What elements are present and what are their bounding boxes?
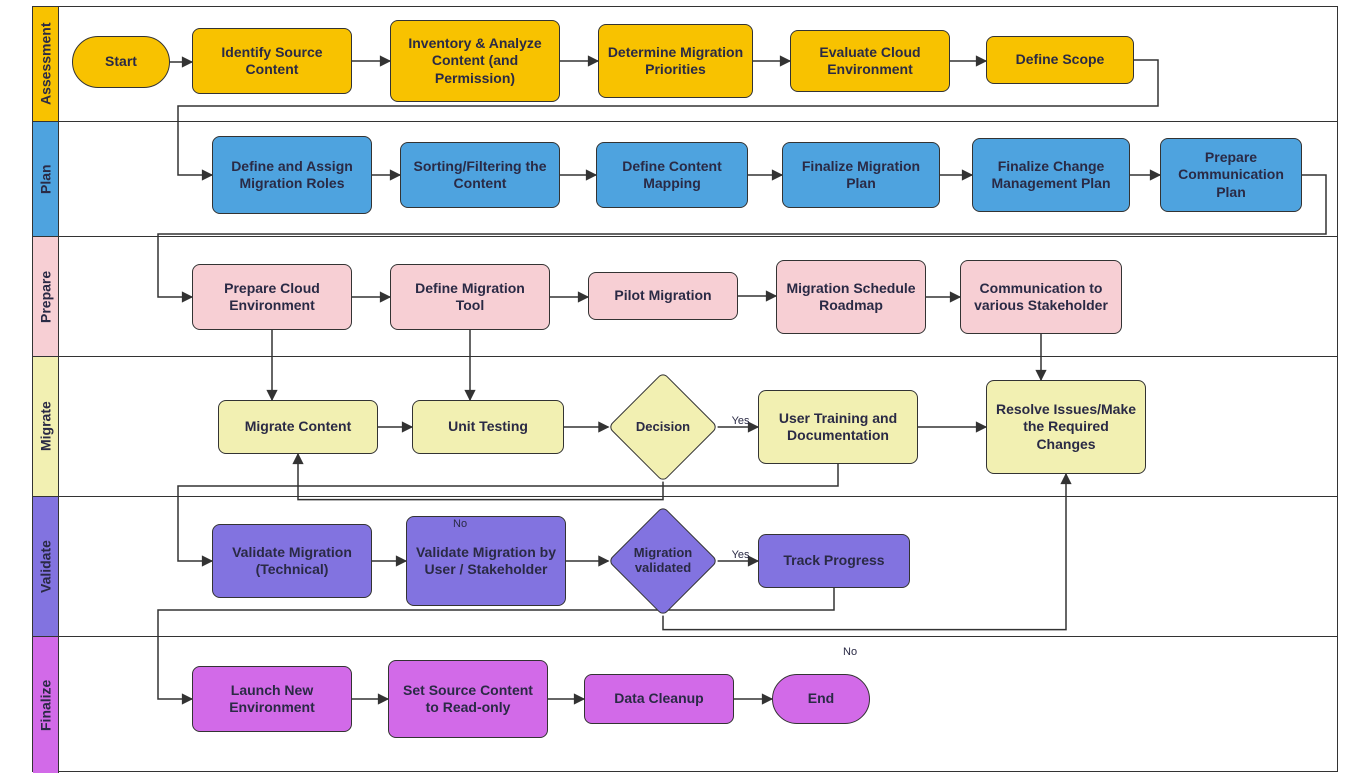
lane-label-migrate: Migrate <box>33 357 59 496</box>
node-end: End <box>772 674 870 724</box>
lane-label-finalize: Finalize <box>33 637 59 773</box>
node-track: Track Progress <box>758 534 910 588</box>
node-label-valdec: Migration validated <box>624 522 702 600</box>
node-evalcloud: Evaluate Cloud Environment <box>790 30 950 92</box>
node-readonly: Set Source Content to Read-only <box>388 660 548 738</box>
lane-label-plan: Plan <box>33 122 59 236</box>
lane-label-assessment: Assessment <box>33 7 59 121</box>
node-roles: Define and Assign Migration Roles <box>212 136 372 214</box>
edge-label: Yes <box>732 415 750 427</box>
node-decision: Decision <box>624 388 702 466</box>
lane-label-validate: Validate <box>33 497 59 636</box>
lane-label-prepare: Prepare <box>33 237 59 356</box>
node-migcontent: Migrate Content <box>218 400 378 454</box>
node-identify: Identify Source Content <box>192 28 352 94</box>
node-valdec: Migration validated <box>624 522 702 600</box>
node-cleanup: Data Cleanup <box>584 674 734 724</box>
node-resolve: Resolve Issues/Make the Required Changes <box>986 380 1146 474</box>
edge-label: No <box>843 646 857 658</box>
node-scope: Define Scope <box>986 36 1134 84</box>
node-valtech: Validate Migration (Technical) <box>212 524 372 598</box>
node-changeplan: Finalize Change Management Plan <box>972 138 1130 212</box>
node-sortfilter: Sorting/Filtering the Content <box>400 142 560 208</box>
node-valuser: Validate Migration by User / Stakeholder <box>406 516 566 606</box>
node-commplan: Prepare Communication Plan <box>1160 138 1302 212</box>
node-launch: Launch New Environment <box>192 666 352 732</box>
node-unittest: Unit Testing <box>412 400 564 454</box>
node-inventory: Inventory & Analyze Content (and Permiss… <box>390 20 560 102</box>
node-schedule: Migration Schedule Roadmap <box>776 260 926 334</box>
node-prepcloud: Prepare Cloud Environment <box>192 264 352 330</box>
node-start: Start <box>72 36 170 88</box>
node-migplan: Finalize Migration Plan <box>782 142 940 208</box>
edge-label: Yes <box>732 549 750 561</box>
node-mapping: Define Content Mapping <box>596 142 748 208</box>
edge-label: No <box>453 518 467 530</box>
node-pilot: Pilot Migration <box>588 272 738 320</box>
node-training: User Training and Documentation <box>758 390 918 464</box>
node-label-decision: Decision <box>624 388 702 466</box>
node-commstake: Communication to various Stakeholder <box>960 260 1122 334</box>
node-priorities: Determine Migration Priorities <box>598 24 753 98</box>
node-migtool: Define Migration Tool <box>390 264 550 330</box>
